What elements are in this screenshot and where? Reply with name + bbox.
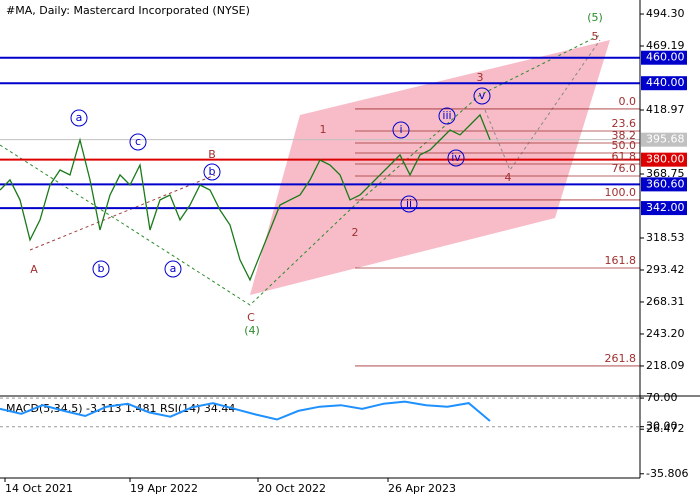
y-tick-label: 268.31: [646, 295, 685, 308]
wave-circle: [92, 260, 110, 278]
wave-circle: [438, 107, 456, 125]
chart-title: #MA, Daily: Mastercard Incorporated (NYS…: [6, 4, 250, 17]
y-tick-label: 418.97: [646, 103, 685, 116]
level-label: 460.00: [646, 51, 685, 64]
y-tick-label: 30.00: [646, 420, 678, 433]
wave-label: iii: [442, 109, 451, 122]
level-label: 380.00: [646, 153, 685, 166]
x-tick-label: 14 Oct 2021: [5, 482, 73, 495]
x-tick-label: 26 Apr 2023: [388, 482, 456, 495]
y-tick-label: 494.30: [646, 7, 685, 20]
level-tag: [641, 152, 687, 167]
y-tick-label: 218.09: [646, 359, 685, 372]
x-tick-label: 20 Oct 2022: [258, 482, 326, 495]
fib-label: 100.0: [605, 186, 637, 199]
wave-circle: [400, 195, 418, 213]
wave-label: v: [479, 89, 486, 102]
fib-label: 261.8: [605, 352, 637, 365]
y-tick-label: -35.806: [646, 467, 688, 480]
fib-label: 0.0: [619, 95, 637, 108]
fib-label: 161.8: [605, 254, 637, 267]
wave-circle: [70, 109, 88, 127]
y-tick-label: 293.42: [646, 263, 685, 276]
level-tag: [641, 76, 687, 91]
level-tag: [641, 50, 687, 65]
wave-label: (5): [587, 11, 603, 24]
level-tag: [641, 177, 687, 192]
fib-label: 50.0: [612, 139, 637, 152]
wave-label: 2: [352, 226, 359, 239]
wave-label: b: [209, 165, 216, 178]
wave-label: C: [247, 311, 255, 324]
channel: [250, 40, 610, 295]
wave-label: iv: [451, 151, 461, 164]
fib-label: 61.8: [612, 150, 637, 163]
y-tick-label: 26.472: [646, 422, 685, 435]
level-label: 395.68: [646, 133, 685, 146]
level-label: 360.60: [646, 177, 685, 190]
wave-circle: [129, 133, 147, 151]
wave-label: (4): [244, 324, 260, 337]
wave-circle: [203, 163, 221, 181]
wave-circle: [447, 149, 465, 167]
y-tick-label: 243.20: [646, 327, 685, 340]
price-line: [0, 113, 491, 282]
wave-label: a: [76, 111, 83, 124]
wave-label: 3: [477, 71, 484, 84]
wave-label: 1: [320, 123, 327, 136]
wave-label: 5: [592, 30, 599, 43]
level-tag: [641, 201, 687, 216]
wave-label: a: [170, 262, 177, 275]
wave-label: 4: [505, 171, 512, 184]
wave-label: A: [30, 263, 38, 276]
y-tick-label: 368.75: [646, 167, 685, 180]
y-tick-label: 70.00: [646, 391, 678, 404]
wave-circle: [164, 260, 182, 278]
y-tick-label: 469.19: [646, 39, 685, 52]
wave-circle: [392, 121, 410, 139]
fib-label: 23.6: [612, 117, 637, 130]
wave-label: b: [98, 262, 105, 275]
rsi-line: [0, 400, 491, 422]
x-tick-label: 19 Apr 2022: [130, 482, 198, 495]
fib-label: 38.2: [612, 129, 637, 142]
wave-label: B: [208, 148, 216, 161]
fib-label: 76.0: [612, 162, 637, 175]
wave-label: ii: [406, 197, 412, 210]
wave-label: c: [135, 135, 141, 148]
wave-label: i: [399, 123, 402, 136]
y-tick-label: 318.53: [646, 231, 685, 244]
level-label: 342.00: [646, 201, 685, 214]
level-tag: [641, 132, 687, 147]
level-label: 440.00: [646, 76, 685, 89]
wave-circle: [473, 87, 491, 105]
